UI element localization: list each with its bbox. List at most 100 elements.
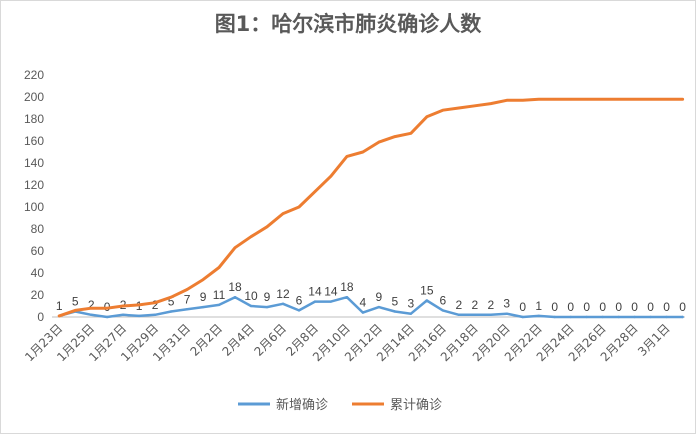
series-1-point bbox=[217, 303, 221, 307]
data-label: 7 bbox=[184, 292, 191, 306]
series-1-point bbox=[89, 313, 93, 316]
series-1-point bbox=[617, 315, 620, 319]
series-1-point bbox=[537, 314, 540, 318]
series-1-point bbox=[201, 305, 205, 309]
series-line-1 bbox=[57, 295, 684, 319]
data-label: 0 bbox=[599, 300, 606, 314]
series-1-point bbox=[505, 312, 508, 315]
series-1-point bbox=[569, 315, 572, 319]
series-2-point bbox=[281, 212, 285, 215]
series-2-point bbox=[345, 155, 349, 158]
series-2-point bbox=[169, 296, 173, 299]
data-label: 0 bbox=[583, 300, 590, 314]
series-1-point bbox=[313, 300, 317, 303]
y-tick-label: 200 bbox=[24, 90, 44, 104]
series-2-point bbox=[377, 140, 381, 144]
y-tick-label: 20 bbox=[31, 288, 45, 302]
data-label: 14 bbox=[308, 285, 322, 299]
x-tick-label: 2月2日 bbox=[187, 321, 225, 359]
data-label: 9 bbox=[376, 290, 383, 304]
series-2-point bbox=[473, 104, 476, 108]
series-1-point bbox=[473, 313, 476, 316]
series-2-point bbox=[121, 304, 125, 308]
series-1-point bbox=[265, 305, 269, 309]
data-label: 0 bbox=[647, 300, 654, 314]
series-2-point bbox=[489, 102, 492, 105]
data-label: 12 bbox=[276, 287, 290, 301]
series-1-point bbox=[153, 313, 157, 316]
x-tick-label: 2月4日 bbox=[219, 321, 257, 359]
series-1-point bbox=[377, 305, 381, 309]
y-tick-label: 140 bbox=[24, 156, 44, 170]
series-1-point bbox=[233, 296, 237, 299]
data-label: 9 bbox=[264, 290, 271, 304]
series-2-point bbox=[249, 235, 253, 238]
series-1-point bbox=[665, 315, 668, 319]
series-2-point bbox=[137, 303, 141, 307]
series-2-point bbox=[617, 98, 620, 101]
series-2-point bbox=[297, 205, 301, 209]
series-1-point bbox=[633, 315, 636, 319]
y-tick-label: 160 bbox=[24, 134, 44, 148]
data-label: 2 bbox=[487, 298, 494, 312]
series-2-point bbox=[569, 98, 572, 101]
series-2-point bbox=[89, 307, 93, 310]
data-label: 4 bbox=[360, 296, 367, 310]
series-2-point bbox=[441, 109, 445, 112]
data-label: 18 bbox=[228, 280, 242, 294]
data-label: 5 bbox=[168, 295, 175, 309]
y-tick-label: 80 bbox=[31, 222, 45, 236]
series-2-point bbox=[537, 98, 540, 101]
series-1-point bbox=[329, 300, 333, 303]
series-1-point bbox=[297, 309, 301, 312]
data-label: 0 bbox=[519, 300, 526, 314]
data-label: 1 bbox=[535, 299, 542, 313]
series-1-point bbox=[521, 315, 524, 319]
series-2-point bbox=[153, 301, 157, 304]
series-2-point bbox=[633, 98, 636, 101]
series-1-point bbox=[489, 313, 492, 316]
series-2-point bbox=[505, 99, 508, 102]
data-label: 2 bbox=[88, 298, 95, 312]
series-2-point bbox=[233, 246, 237, 249]
series-2-point bbox=[665, 98, 668, 101]
series-2-point bbox=[553, 98, 556, 101]
legend-label-1: 新增确诊 bbox=[276, 397, 328, 413]
series-2-point bbox=[457, 106, 461, 110]
data-label: 0 bbox=[679, 300, 686, 314]
data-label: 5 bbox=[392, 295, 399, 309]
series-2-point bbox=[649, 98, 652, 101]
data-label: 11 bbox=[213, 288, 226, 302]
series-2-point bbox=[57, 314, 61, 318]
y-tick-label: 60 bbox=[31, 244, 45, 258]
y-tick-label: 180 bbox=[24, 112, 44, 126]
data-label: 18 bbox=[340, 280, 354, 294]
series-2-point bbox=[73, 309, 77, 312]
series-1-point bbox=[409, 312, 413, 315]
series-1-point bbox=[393, 310, 397, 313]
series-2-point bbox=[217, 266, 221, 269]
series-2-point bbox=[185, 288, 189, 291]
series-2-point bbox=[601, 98, 604, 101]
data-label: 2 bbox=[152, 298, 159, 312]
y-tick-label: 100 bbox=[24, 200, 44, 214]
series-1-point bbox=[137, 314, 141, 318]
series-2-point bbox=[265, 225, 269, 228]
series-2-point bbox=[425, 115, 429, 119]
data-label: 15 bbox=[420, 284, 434, 298]
series-2-point bbox=[681, 98, 684, 101]
series-2-point bbox=[521, 99, 524, 102]
chart-title: 图1：哈尔滨市肺炎确诊人数 bbox=[214, 12, 482, 36]
data-label: 5 bbox=[72, 295, 79, 309]
series-1-point bbox=[649, 315, 652, 319]
series-1-point bbox=[249, 304, 253, 308]
series-1-point bbox=[441, 309, 445, 312]
data-label: 3 bbox=[408, 297, 415, 311]
y-tick-label: 120 bbox=[24, 178, 44, 192]
series-2-point bbox=[329, 175, 333, 178]
series-1-point bbox=[185, 308, 189, 311]
y-tick-label: 40 bbox=[31, 266, 45, 280]
series-1-point bbox=[553, 315, 556, 319]
x-tick-label: 3月1日 bbox=[635, 321, 673, 359]
